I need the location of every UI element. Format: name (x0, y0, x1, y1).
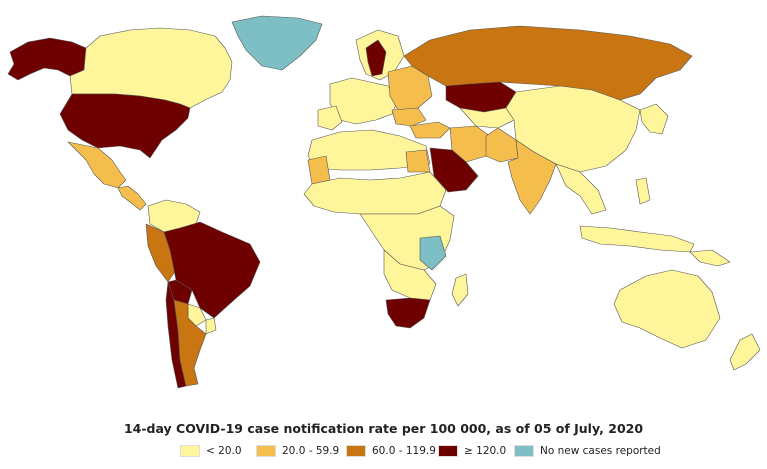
map-title: 14-day COVID-19 case notification rate p… (123, 421, 644, 436)
world-map-svg (7, 15, 761, 389)
legend-swatch-ge120 (438, 445, 458, 457)
country-turkey (409, 121, 451, 139)
country-south-africa (385, 297, 431, 329)
country-india (507, 139, 557, 215)
legend-label-lt20: < 20.0 (206, 445, 242, 457)
legend-swatch-lt20 (180, 445, 200, 457)
legend-item-ge120: ≥ 120.0 (438, 443, 506, 459)
country-new-zealand (729, 333, 761, 371)
legend-swatch-60-120 (346, 445, 366, 457)
country-korea-japan (639, 103, 669, 135)
country-australia (613, 269, 721, 349)
legend-swatch-20-60 (256, 445, 276, 457)
country-uruguay (205, 317, 217, 335)
legend-label-20-60: 20.0 - 59.9 (282, 445, 340, 457)
legend-label-60-120: 60.0 - 119.9 (372, 445, 436, 457)
legend-label-none: No new cases reported (540, 445, 661, 457)
country-mexico (67, 141, 127, 189)
country-usa (59, 93, 191, 159)
country-pakistan-afghanistan (485, 127, 519, 163)
country-indonesia (579, 225, 695, 253)
country-argentina (173, 299, 207, 387)
country-kazakhstan (445, 81, 517, 113)
legend-item-20-60: 20.0 - 59.9 (256, 443, 339, 459)
legend-label-ge120: ≥ 120.0 (464, 445, 507, 457)
map-legend: < 20.0 20.0 - 59.9 60.0 - 119.9 ≥ 120.0 … (0, 443, 767, 463)
country-sweden (365, 39, 387, 77)
legend-swatch-none (514, 445, 534, 457)
country-madagascar (451, 273, 469, 307)
legend-item-60-120: 60.0 - 119.9 (346, 443, 436, 459)
legend-item-none: No new cases reported (514, 443, 661, 459)
country-alaska (7, 37, 87, 81)
country-tanzania (419, 235, 447, 271)
country-iberia (317, 105, 343, 131)
country-egypt (405, 149, 431, 173)
country-saudi-arabia (429, 147, 479, 193)
country-balkans (391, 107, 427, 127)
country-papua-new-guinea (689, 249, 731, 267)
legend-item-lt20: < 20.0 (180, 443, 242, 459)
country-greenland (231, 15, 323, 71)
country-southeast-asia (555, 163, 607, 215)
country-central-america (117, 185, 147, 211)
country-philippines (635, 177, 651, 205)
country-mauritania (307, 155, 331, 185)
world-map (7, 15, 761, 389)
